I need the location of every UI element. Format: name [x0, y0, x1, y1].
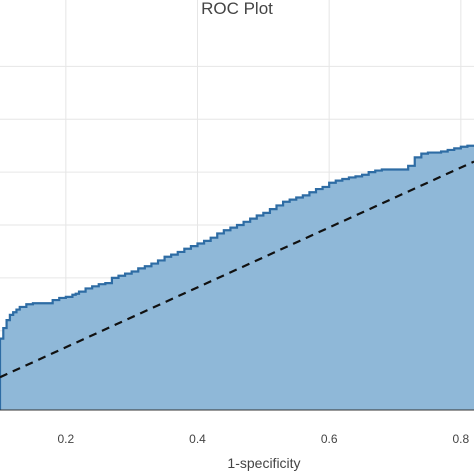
reference-diagonal-line — [0, 160, 474, 379]
chart-title: ROC Plot — [201, 0, 273, 18]
x-tick-label: 0.4 — [189, 432, 206, 446]
x-tick-labels: 0.2 0.4 0.6 0.8 — [57, 432, 469, 446]
x-tick-label: 0.6 — [321, 432, 338, 446]
roc-area-fill — [0, 145, 474, 410]
x-axis-title: 1-specificity — [227, 455, 300, 471]
roc-curve-line — [0, 144, 474, 410]
x-tick-label: 0.8 — [452, 432, 469, 446]
x-tick-label: 0.2 — [57, 432, 74, 446]
